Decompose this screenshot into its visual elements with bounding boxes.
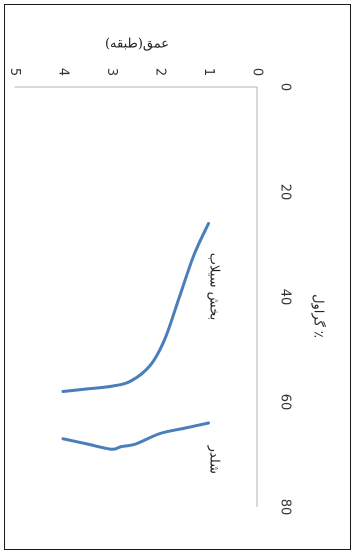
y-tick-label-3: 3 bbox=[104, 68, 119, 76]
x-tick-label-3: 60 bbox=[278, 394, 293, 411]
x-axis-title: گراول ٪ bbox=[311, 294, 327, 338]
y-tick-label-5: 5 bbox=[7, 68, 22, 76]
x-tick-label-2: 40 bbox=[278, 289, 293, 306]
y-tick-label-4: 4 bbox=[56, 68, 71, 76]
y-tick-label-0: 0 bbox=[250, 68, 265, 76]
y-axis-title: عمق(طبقه) bbox=[105, 37, 169, 52]
y-tick-label-2: 2 bbox=[153, 68, 168, 76]
y-tick-label-1: 1 bbox=[201, 68, 216, 76]
x-tick-label-0: 0 bbox=[278, 83, 293, 91]
series-label-1: شلدر bbox=[207, 445, 222, 474]
x-tick-label-1: 20 bbox=[278, 184, 293, 201]
series-line-0 bbox=[61, 222, 210, 393]
series-label-0: بخش سیلاب bbox=[207, 253, 222, 321]
series-line-1 bbox=[61, 421, 210, 451]
x-tick-label-4: 80 bbox=[278, 499, 293, 516]
chart-frame bbox=[4, 4, 351, 550]
